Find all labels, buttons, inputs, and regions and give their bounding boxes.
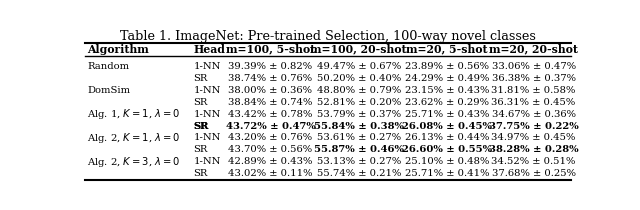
Text: 43.20% ± 0.76%: 43.20% ± 0.76%: [228, 134, 312, 142]
Text: 43.70% ± 0.56%: 43.70% ± 0.56%: [228, 145, 312, 154]
Text: 43.02% ± 0.11%: 43.02% ± 0.11%: [228, 169, 313, 178]
Text: 26.13% ± 0.44%: 26.13% ± 0.44%: [405, 134, 489, 142]
Text: 37.75% ± 0.22%: 37.75% ± 0.22%: [489, 122, 579, 131]
Text: m=20, 20-shot: m=20, 20-shot: [489, 44, 578, 55]
Text: SR: SR: [193, 169, 208, 178]
Text: SR: SR: [193, 122, 209, 131]
Text: 1-NN: 1-NN: [193, 62, 221, 71]
Text: Head: Head: [193, 44, 225, 55]
Text: 38.00% ± 0.36%: 38.00% ± 0.36%: [228, 86, 312, 95]
Text: 24.29% ± 0.49%: 24.29% ± 0.49%: [405, 74, 489, 83]
Text: 53.13% ± 0.27%: 53.13% ± 0.27%: [317, 157, 401, 166]
Text: Alg. 2, $K=1$, $\lambda=0$: Alg. 2, $K=1$, $\lambda=0$: [87, 131, 180, 145]
Text: 34.52% ± 0.51%: 34.52% ± 0.51%: [492, 157, 576, 166]
Text: 55.74% ± 0.21%: 55.74% ± 0.21%: [317, 169, 401, 178]
Text: 34.67% ± 0.36%: 34.67% ± 0.36%: [492, 110, 575, 119]
Text: 49.47% ± 0.67%: 49.47% ± 0.67%: [317, 62, 401, 71]
Text: 1-NN: 1-NN: [193, 110, 221, 119]
Text: 55.87% ± 0.46%: 55.87% ± 0.46%: [314, 145, 404, 154]
Text: 37.68% ± 0.25%: 37.68% ± 0.25%: [492, 169, 575, 178]
Text: 36.38% ± 0.37%: 36.38% ± 0.37%: [492, 74, 575, 83]
Text: Alg. 2, $K=3$, $\lambda=0$: Alg. 2, $K=3$, $\lambda=0$: [87, 155, 180, 169]
Text: 42.89% ± 0.43%: 42.89% ± 0.43%: [228, 157, 313, 166]
Text: 33.06% ± 0.47%: 33.06% ± 0.47%: [492, 62, 575, 71]
Text: 23.89% ± 0.56%: 23.89% ± 0.56%: [405, 62, 489, 71]
Text: 23.62% ± 0.29%: 23.62% ± 0.29%: [405, 98, 489, 107]
Text: m=20, 5-shot: m=20, 5-shot: [406, 44, 488, 55]
Text: Table 1. ImageNet: Pre-trained Selection, 100-way novel classes: Table 1. ImageNet: Pre-trained Selection…: [120, 30, 536, 43]
Text: SR: SR: [193, 145, 208, 154]
Text: 25.10% ± 0.48%: 25.10% ± 0.48%: [405, 157, 489, 166]
Text: m=100, 20-shot: m=100, 20-shot: [310, 44, 407, 55]
Text: 1-NN: 1-NN: [193, 157, 221, 166]
Text: 25.71% ± 0.43%: 25.71% ± 0.43%: [405, 110, 489, 119]
Text: SR: SR: [193, 98, 208, 107]
Text: 39.39% ± 0.82%: 39.39% ± 0.82%: [228, 62, 312, 71]
Text: 38.74% ± 0.76%: 38.74% ± 0.76%: [228, 74, 312, 83]
Text: 26.60% ± 0.55%: 26.60% ± 0.55%: [402, 145, 492, 154]
Text: 48.80% ± 0.79%: 48.80% ± 0.79%: [317, 86, 401, 95]
Text: 43.72% ± 0.47%: 43.72% ± 0.47%: [225, 122, 316, 131]
Text: 38.28% ± 0.28%: 38.28% ± 0.28%: [489, 145, 579, 154]
Text: 1-NN: 1-NN: [193, 134, 221, 142]
Text: 52.81% ± 0.20%: 52.81% ± 0.20%: [317, 98, 401, 107]
Text: 31.81% ± 0.58%: 31.81% ± 0.58%: [492, 86, 576, 95]
Text: 1-NN: 1-NN: [193, 86, 221, 95]
Text: Alg. 1, $K=1$, $\lambda=0$: Alg. 1, $K=1$, $\lambda=0$: [87, 107, 180, 121]
Text: SR: SR: [193, 74, 208, 83]
Text: 38.84% ± 0.74%: 38.84% ± 0.74%: [228, 98, 313, 107]
Text: 53.79% ± 0.37%: 53.79% ± 0.37%: [317, 110, 401, 119]
Text: 43.42% ± 0.78%: 43.42% ± 0.78%: [228, 110, 313, 119]
Text: SR: SR: [193, 122, 209, 131]
Text: 50.20% ± 0.40%: 50.20% ± 0.40%: [317, 74, 401, 83]
Text: 34.97% ± 0.45%: 34.97% ± 0.45%: [492, 134, 576, 142]
Text: 55.84% ± 0.38%: 55.84% ± 0.38%: [314, 122, 404, 131]
Text: Algorithm: Algorithm: [87, 44, 148, 55]
Text: 25.71% ± 0.41%: 25.71% ± 0.41%: [404, 169, 490, 178]
Text: DomSim: DomSim: [87, 86, 130, 95]
Text: 26.08% ± 0.45%: 26.08% ± 0.45%: [402, 122, 492, 131]
Text: 36.31% ± 0.45%: 36.31% ± 0.45%: [492, 98, 576, 107]
Text: 23.15% ± 0.43%: 23.15% ± 0.43%: [405, 86, 489, 95]
Text: 53.61% ± 0.27%: 53.61% ± 0.27%: [317, 134, 401, 142]
Text: m=100, 5-shot: m=100, 5-shot: [226, 44, 315, 55]
Text: Random: Random: [87, 62, 129, 71]
